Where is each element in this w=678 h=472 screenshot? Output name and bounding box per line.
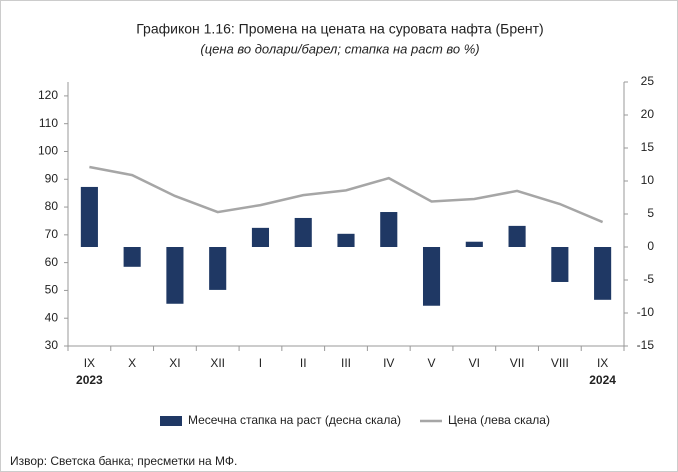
legend-label: Цена (лева скала) (448, 413, 550, 427)
y-tick-label: 110 (39, 116, 58, 130)
bar (422, 247, 441, 306)
x-year-label: 2024 (589, 373, 616, 387)
y2-tick-label: 20 (641, 107, 655, 121)
x-year-label: 2023 (76, 373, 103, 387)
bar (508, 225, 526, 247)
y-tick-label: 50 (45, 283, 59, 297)
bar (465, 241, 483, 247)
y2-tick-label: -10 (637, 305, 655, 319)
bar (166, 247, 184, 304)
x-tick-label: VIII (551, 356, 569, 370)
x-tick-label: II (300, 356, 307, 370)
y2-tick-label: -5 (643, 272, 654, 286)
y2-tick-label: 5 (647, 206, 654, 220)
x-tick-label: III (341, 356, 351, 370)
y2-tick-label: 25 (641, 74, 655, 88)
x-tick-label: IX (597, 356, 608, 370)
x-tick-label: V (428, 356, 436, 370)
y2-tick-label: 10 (641, 173, 655, 187)
bar (123, 247, 141, 267)
bar (337, 233, 355, 247)
x-tick-label: VII (510, 356, 525, 370)
y-tick-label: 80 (45, 199, 59, 213)
bar (80, 186, 98, 247)
bar (209, 247, 227, 290)
x-tick-label: I (259, 356, 262, 370)
y-tick-label: 60 (45, 255, 59, 269)
x-tick-label: IV (383, 356, 394, 370)
legend-label: Месечна стапка на раст (десна скала) (188, 413, 401, 427)
y2-tick-label: 15 (641, 140, 655, 154)
y-tick-label: 40 (45, 310, 59, 324)
y-tick-label: 30 (45, 338, 59, 352)
source: Извор: Светска банка; пресметки на МФ. (10, 454, 237, 468)
bar (251, 227, 270, 247)
x-tick-label: IX (84, 356, 95, 370)
bar (594, 247, 612, 300)
y-tick-label: 70 (45, 227, 59, 241)
x-tick-label: XII (210, 356, 225, 370)
chart-subtitle: (цена во долари/барел; стапка на раст во… (200, 41, 479, 56)
y-tick-label: 90 (45, 171, 59, 185)
x-tick-label: VI (469, 356, 480, 370)
y-tick-label: 120 (38, 88, 58, 102)
y-tick-label: 100 (38, 144, 58, 158)
chart-title: Графикон 1.16: Промена на цената на суро… (136, 21, 543, 37)
x-tick-label: XI (169, 356, 180, 370)
bar (294, 217, 312, 247)
x-tick-label: X (128, 356, 136, 370)
legend-swatch (160, 416, 182, 426)
y2-tick-label: -15 (637, 338, 655, 352)
price-line (89, 165, 604, 224)
bar (551, 247, 569, 282)
y2-tick-label: 0 (647, 239, 654, 253)
bar (380, 212, 398, 247)
